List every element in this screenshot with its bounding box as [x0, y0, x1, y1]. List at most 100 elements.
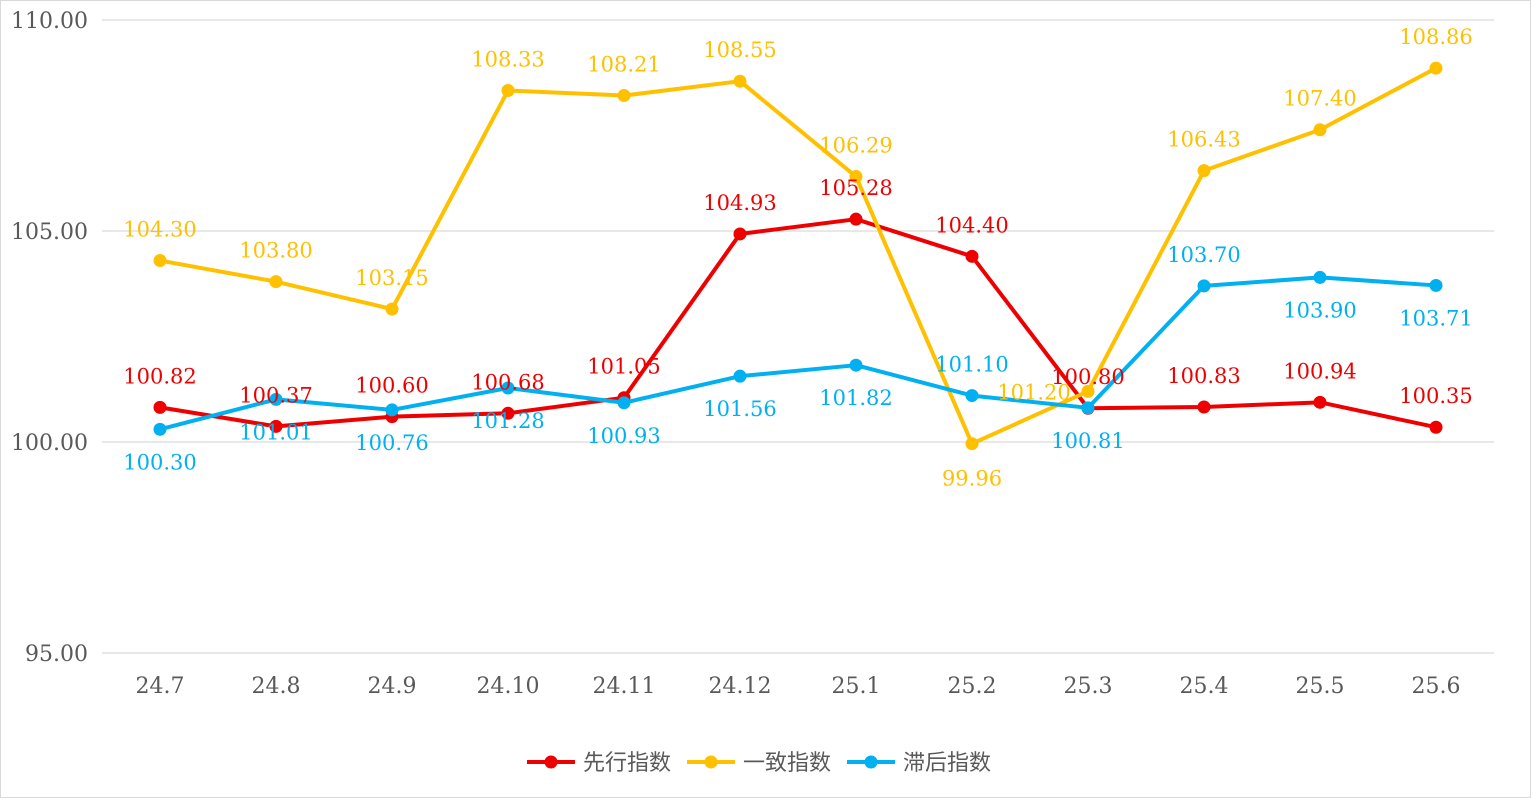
data-point: [1197, 279, 1211, 293]
y-tick-label: 105.00: [11, 220, 88, 245]
x-tick-label: 24.10: [477, 674, 540, 699]
data-label: 108.55: [703, 38, 776, 62]
series-line: [158, 217, 1438, 430]
legend-swatch-marker: [864, 755, 878, 769]
data-label: 100.83: [1167, 364, 1240, 388]
data-point: [1313, 123, 1327, 137]
series-lines: [153, 61, 1443, 451]
data-label: 106.43: [1167, 128, 1240, 152]
data-point: [501, 406, 515, 420]
data-point: [1313, 270, 1327, 284]
legend-label: 滞后指数: [903, 751, 991, 776]
data-label: 100.30: [123, 450, 196, 474]
legend: 先行指数 一致指数 滞后指数: [527, 751, 991, 776]
data-point: [733, 369, 747, 383]
data-label: 100.93: [587, 424, 660, 448]
data-point: [965, 437, 979, 451]
data-point: [965, 389, 979, 403]
data-label: 108.33: [471, 47, 544, 71]
data-label: 104.93: [703, 191, 776, 215]
series-3: [153, 270, 1443, 436]
data-point: [1197, 400, 1211, 414]
data-point: [269, 392, 283, 406]
x-tick-label: 25.1: [832, 674, 881, 699]
data-point: [849, 170, 863, 184]
x-tick-label: 24.8: [252, 674, 301, 699]
series-1: [153, 212, 1443, 434]
data-point: [153, 400, 167, 414]
data-point: [733, 227, 747, 241]
data-label: 100.60: [355, 374, 428, 398]
data-label: 100.76: [355, 431, 428, 455]
x-tick-label: 25.3: [1064, 674, 1113, 699]
data-point: [733, 74, 747, 88]
data-point: [617, 89, 631, 103]
data-point: [1429, 420, 1443, 434]
data-label: 108.21: [587, 53, 660, 77]
y-tick-label: 95.00: [25, 642, 88, 667]
data-point: [1081, 384, 1095, 398]
gridlines: [102, 19, 1494, 654]
data-label: 103.70: [1167, 243, 1240, 267]
data-label: 101.01: [239, 420, 312, 444]
y-tick-label: 110.00: [11, 9, 88, 34]
data-label: 100.82: [123, 364, 196, 388]
legend-item-3: 滞后指数: [847, 751, 991, 776]
data-point: [1313, 395, 1327, 409]
data-point: [849, 212, 863, 226]
data-point: [153, 422, 167, 436]
data-label: 100.35: [1399, 384, 1472, 408]
data-point: [501, 381, 515, 395]
data-label: 101.82: [819, 386, 892, 410]
data-point: [1429, 278, 1443, 292]
series-line: [158, 66, 1438, 446]
data-label: 103.90: [1283, 298, 1356, 322]
x-tick-label: 24.11: [593, 674, 656, 699]
data-point: [153, 254, 167, 268]
data-point: [965, 249, 979, 263]
data-label: 101.05: [587, 355, 660, 379]
data-point: [501, 83, 515, 97]
series-2: [153, 61, 1443, 451]
data-label: 100.68: [471, 370, 544, 394]
data-label: 108.86: [1399, 25, 1472, 49]
data-label: 103.71: [1399, 306, 1472, 330]
x-tick-label: 25.4: [1180, 674, 1229, 699]
x-tick-label: 24.7: [136, 674, 185, 699]
legend-swatch-marker: [544, 755, 558, 769]
x-tick-label: 24.9: [368, 674, 417, 699]
data-point: [1081, 401, 1095, 415]
legend-label: 一致指数: [743, 751, 831, 776]
x-tick-label: 25.2: [948, 674, 997, 699]
data-point: [269, 419, 283, 433]
y-tick-label: 100.00: [11, 431, 88, 456]
legend-label: 先行指数: [583, 751, 671, 776]
legend-item-1: 先行指数: [527, 751, 671, 776]
y-axis-ticks: 95.00 100.00 105.00 110.00: [11, 9, 88, 667]
data-label: 99.96: [942, 467, 1002, 491]
data-point: [1429, 61, 1443, 75]
data-label: 104.40: [935, 213, 1008, 237]
data-point: [849, 358, 863, 372]
data-point: [617, 396, 631, 410]
x-tick-label: 25.5: [1296, 674, 1345, 699]
data-label: 105.28: [819, 176, 892, 200]
x-tick-label: 24.12: [709, 674, 772, 699]
data-label: 101.56: [703, 397, 776, 421]
legend-swatch-marker: [704, 755, 718, 769]
series-line: [158, 275, 1438, 432]
data-label: 106.29: [819, 134, 892, 158]
data-label: 100.80: [1051, 365, 1124, 389]
x-axis-ticks: 24.7 24.8 24.9 24.10 24.11 24.12 25.1 25.2 25.3 2…: [136, 674, 1461, 699]
legend-item-2: 一致指数: [687, 751, 831, 776]
data-label: 100.94: [1283, 359, 1356, 383]
data-label: 103.80: [239, 239, 312, 263]
data-label: 103.15: [355, 266, 428, 290]
data-label: 101.10: [935, 353, 1008, 377]
data-point: [269, 275, 283, 289]
data-label: 107.40: [1283, 87, 1356, 111]
data-point: [1197, 164, 1211, 178]
data-point: [385, 302, 399, 316]
